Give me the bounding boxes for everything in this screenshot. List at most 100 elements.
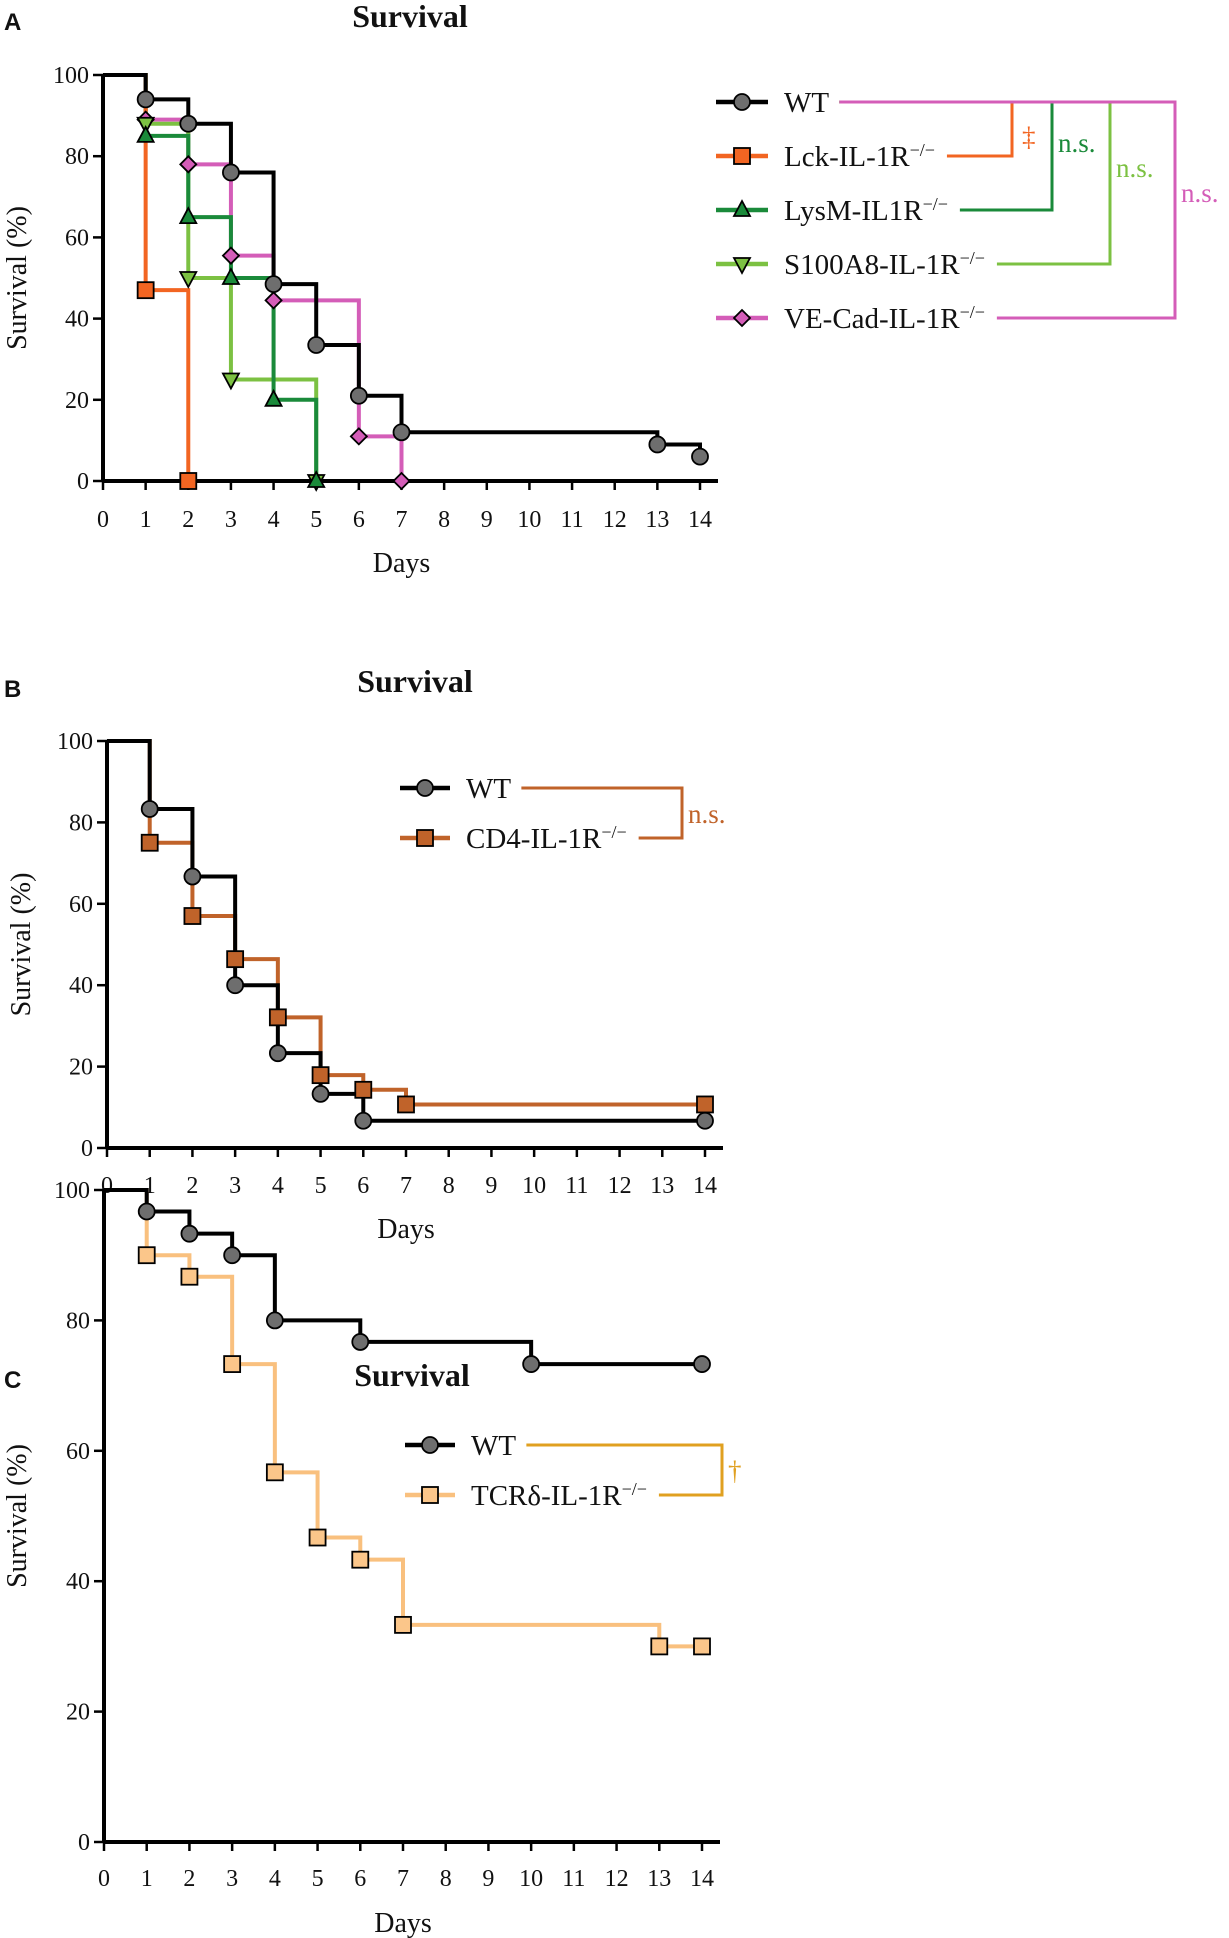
panel-letter: A — [4, 9, 21, 36]
x-tick-label: 5 — [312, 1866, 324, 1892]
x-tick-label: 1 — [140, 507, 152, 533]
x-tick-label: 12 — [603, 507, 627, 533]
legend-label-sup: −/− — [960, 248, 985, 268]
series-line-wt — [107, 739, 705, 1123]
data-point-cd4-il-1r — [183, 907, 202, 925]
bracket — [839, 100, 1177, 320]
y-tick-label: 60 — [69, 892, 93, 918]
y-tick-label: 60 — [66, 1439, 90, 1465]
y-tick-label: 20 — [65, 388, 89, 414]
x-tick-label: 5 — [310, 507, 322, 533]
legend-marker — [732, 308, 752, 328]
data-point-tcrδ-il-1r — [137, 1246, 156, 1265]
y-tick-label: 20 — [69, 1055, 93, 1081]
legend-marker — [421, 1486, 439, 1504]
x-tick-label: 3 — [225, 507, 237, 533]
data-point-tcrδ-il-1r — [223, 1355, 242, 1373]
data-point-ve-cad-il-1r — [221, 246, 241, 265]
x-tick-label: 7 — [400, 1173, 412, 1199]
legend-label-sup: −/− — [960, 302, 985, 322]
data-point-wt — [226, 976, 245, 995]
y-tick-label: 0 — [77, 469, 89, 495]
data-point-wt — [696, 1111, 714, 1130]
data-point-wt — [351, 1333, 370, 1351]
x-tick-label: 12 — [605, 1866, 629, 1892]
x-tick-label: 14 — [693, 1173, 717, 1199]
chart-title: Survival — [352, 0, 468, 34]
x-tick-label: 10 — [522, 1173, 546, 1199]
x-tick-label: 14 — [690, 1866, 714, 1892]
data-point-cd4-il-1r — [268, 1008, 287, 1027]
x-tick-label: 8 — [440, 1866, 452, 1892]
y-tick-label: 100 — [53, 63, 89, 89]
x-tick-label: 9 — [481, 507, 493, 533]
legend-label: LysM-IL1R−/− — [784, 194, 948, 227]
data-point-wt — [392, 423, 411, 442]
significance-label: n.s. — [1181, 178, 1219, 208]
x-tick-label: 9 — [485, 1173, 497, 1199]
y-axis-label: Survival (%) — [2, 1444, 33, 1588]
legend-marker — [416, 779, 434, 797]
data-point-cd4-il-1r — [696, 1095, 714, 1114]
legend-label: Lck-IL-1R−/− — [784, 140, 935, 173]
x-tick-label: 6 — [353, 507, 365, 533]
legend: WT TCRδ-IL-1R−/− — [405, 1430, 647, 1512]
x-axis-label: Days — [373, 548, 431, 579]
data-point-lysm-il1r — [264, 388, 284, 407]
x-tick-label: 0 — [98, 1866, 110, 1892]
legend-label-main: TCRδ-IL-1R — [471, 1480, 622, 1512]
data-point-wt — [691, 447, 709, 466]
significance-brackets: † — [526, 1443, 742, 1497]
x-tick-label: 13 — [645, 507, 669, 533]
data-point-cd4-il-1r — [311, 1066, 330, 1085]
series-line-wt — [103, 73, 702, 457]
y-tick-label: 0 — [78, 1830, 90, 1856]
y-tick-label: 40 — [69, 973, 93, 999]
data-point-wt — [180, 1224, 199, 1243]
data-point-ve-cad-il-1r — [392, 471, 411, 491]
data-point-wt — [140, 800, 159, 818]
data-point-wt — [354, 1111, 373, 1130]
x-tick-label: 14 — [688, 507, 712, 533]
x-tick-label: 4 — [269, 1866, 281, 1892]
legend-marker — [416, 829, 434, 847]
legend-label-main: Lck-IL-1R — [784, 141, 910, 173]
legend-label-sup: −/− — [923, 194, 948, 214]
x-tick-label: 7 — [396, 507, 408, 533]
legend-label-sup: −/− — [601, 822, 626, 842]
y-axis-label: Survival (%) — [2, 206, 33, 350]
legend: WT CD4-IL-1R−/− — [400, 773, 627, 855]
data-point-lysm-il1r — [221, 267, 241, 285]
y-tick-label: 80 — [66, 1308, 90, 1334]
data-point-wt — [137, 1202, 156, 1221]
x-tick-label: 1 — [141, 1866, 153, 1892]
x-tick-label: 5 — [315, 1173, 327, 1199]
legend-label-sup: −/− — [622, 1479, 647, 1499]
data-point-wt — [307, 336, 326, 354]
data-point-wt — [311, 1084, 330, 1103]
x-tick-label: 13 — [650, 1173, 674, 1199]
data-point-tcrδ-il-1r — [180, 1267, 199, 1286]
y-tick-label: 100 — [57, 729, 93, 755]
significance-label: n.s. — [1116, 153, 1154, 183]
x-tick-label: 10 — [519, 1866, 543, 1892]
chart-title: Survival — [354, 1357, 470, 1393]
data-point-wt — [265, 1311, 284, 1330]
data-point-tcrδ-il-1r — [693, 1637, 711, 1656]
x-tick-label: 9 — [482, 1866, 494, 1892]
legend-marker — [733, 93, 751, 111]
x-tick-label: 13 — [647, 1866, 671, 1892]
data-point-wt — [522, 1355, 541, 1373]
legend-label-main: WT — [466, 773, 511, 805]
legend-label: S100A8-IL-1R−/− — [784, 248, 985, 281]
y-tick-label: 40 — [66, 1569, 90, 1595]
data-point-ve-cad-il-1r — [179, 155, 198, 174]
significance-label: † — [728, 1456, 742, 1486]
data-point-tcrδ-il-1r — [394, 1615, 412, 1634]
data-point-wt — [223, 1246, 242, 1265]
data-point-ve-cad-il-1r — [349, 427, 369, 446]
x-tick-label: 11 — [561, 507, 584, 533]
x-tick-label: 6 — [354, 1866, 366, 1892]
data-point-ve-cad-il-1r — [264, 291, 283, 310]
